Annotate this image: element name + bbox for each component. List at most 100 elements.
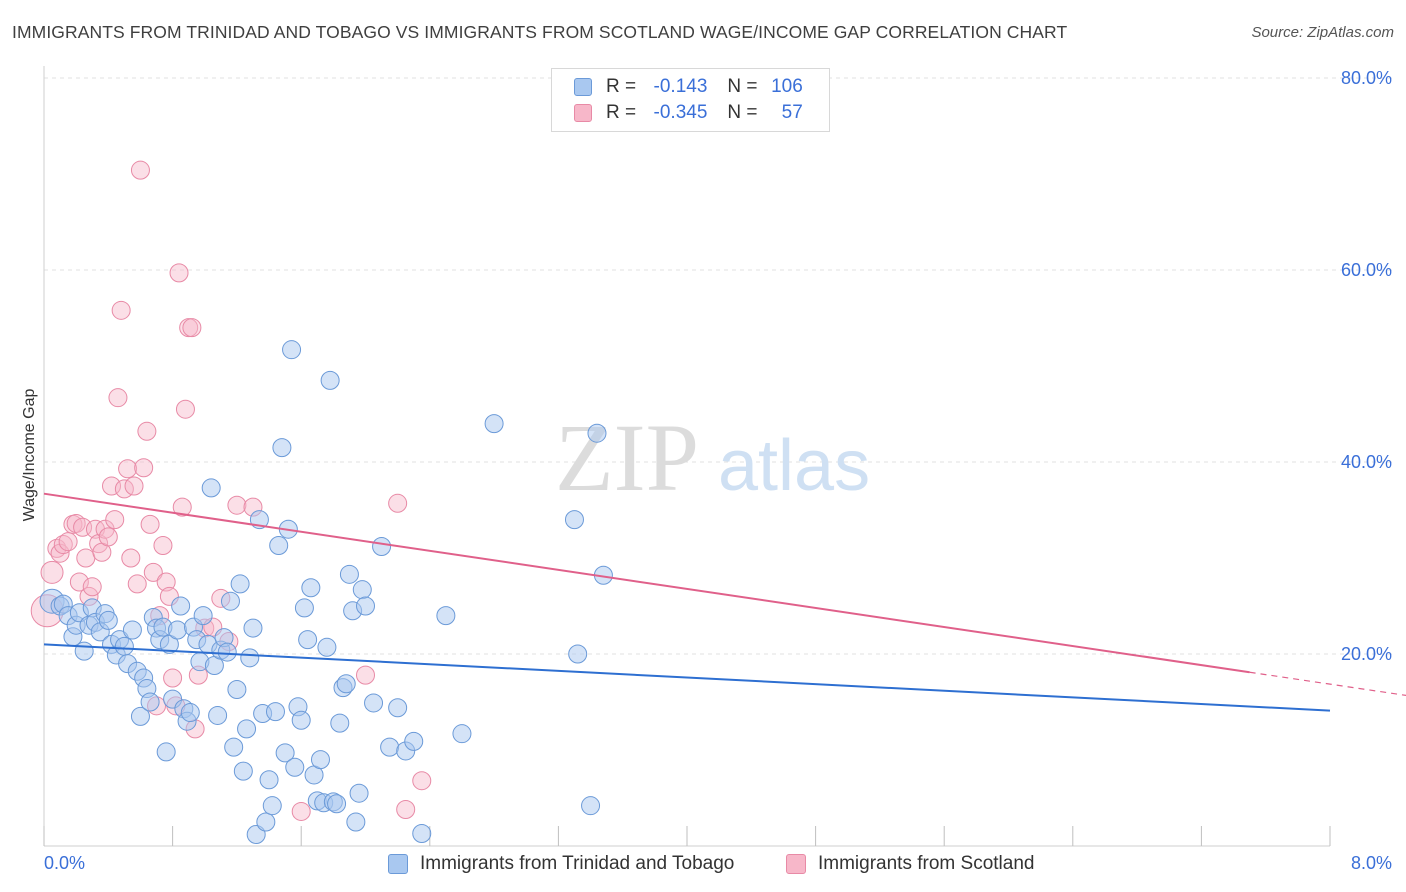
scotland-point bbox=[105, 510, 125, 530]
trinidad-point bbox=[352, 580, 372, 600]
scotland-point bbox=[82, 577, 102, 597]
trinidad-point bbox=[140, 692, 160, 712]
trinidad-points bbox=[39, 340, 613, 844]
legend-r-value: -0.345 bbox=[653, 102, 708, 123]
series-legend-scotland: Immigrants from Scotland bbox=[786, 851, 1034, 877]
scotland-point bbox=[172, 497, 192, 517]
trinidad-point bbox=[587, 423, 607, 443]
legend-n-label: N = bbox=[727, 102, 758, 123]
scotland-point bbox=[140, 514, 160, 534]
legend-n-label: N = bbox=[727, 76, 758, 97]
trinidad-point bbox=[269, 536, 289, 556]
trinidad-point bbox=[259, 770, 279, 790]
x-tick-label: 8.0% bbox=[1351, 853, 1392, 873]
trinidad-point bbox=[130, 706, 150, 726]
trinidad-point bbox=[237, 719, 257, 739]
scotland-trend-extension bbox=[1249, 671, 1406, 697]
legend-n-value: 106 bbox=[771, 76, 803, 97]
trinidad-point bbox=[180, 703, 200, 723]
trinidad-point bbox=[167, 620, 187, 640]
series-label-scotland: Immigrants from Scotland bbox=[818, 853, 1035, 874]
legend-r-label: R = bbox=[606, 76, 637, 97]
x-tick-label: 0.0% bbox=[44, 853, 85, 873]
trinidad-point bbox=[339, 564, 359, 584]
trinidad-point bbox=[224, 737, 244, 757]
trinidad-trend-line bbox=[43, 643, 1331, 712]
trinidad-point bbox=[452, 724, 472, 744]
scotland-point bbox=[153, 536, 173, 556]
legend-row-scotland: R = -0.345 N = 57 bbox=[574, 101, 803, 125]
series-label-trinidad: Immigrants from Trinidad and Tobago bbox=[420, 853, 735, 874]
scotland-point bbox=[169, 263, 189, 283]
trinidad-point bbox=[372, 536, 392, 556]
trinidad-point bbox=[412, 824, 432, 844]
series-legend-trinidad: Immigrants from Trinidad and Tobago bbox=[388, 851, 734, 877]
trend-lines bbox=[43, 492, 1406, 712]
trinidad-point bbox=[436, 606, 456, 626]
series-swatch-pink bbox=[786, 854, 806, 874]
scotland-point bbox=[69, 572, 89, 592]
trinidad-point bbox=[227, 680, 247, 700]
scotland-point bbox=[412, 771, 432, 791]
watermark-atlas: atlas bbox=[718, 426, 870, 506]
trinidad-point bbox=[564, 510, 584, 530]
scotland-point bbox=[124, 476, 144, 496]
trinidad-point bbox=[220, 591, 240, 611]
source-label: Source: ZipAtlas.com bbox=[1251, 24, 1394, 41]
scotland-point bbox=[127, 574, 147, 594]
trinidad-point bbox=[317, 637, 337, 657]
scotland-point bbox=[227, 495, 247, 515]
scotland-point bbox=[130, 160, 150, 180]
trinidad-point bbox=[298, 630, 318, 650]
scotland-point bbox=[291, 801, 311, 821]
y-axis-label: Wage/Income Gap bbox=[21, 389, 38, 522]
trinidad-point bbox=[388, 698, 408, 718]
trinidad-point bbox=[291, 710, 311, 730]
trinidad-point bbox=[301, 578, 321, 598]
series-swatch-blue bbox=[388, 854, 408, 874]
trinidad-point bbox=[364, 693, 384, 713]
trinidad-point bbox=[327, 794, 347, 814]
y-tick-label: 20.0% bbox=[1341, 644, 1392, 664]
trinidad-point bbox=[240, 648, 260, 668]
trinidad-point bbox=[404, 731, 424, 751]
trinidad-point bbox=[208, 705, 228, 725]
scotland-point bbox=[182, 318, 202, 338]
legend-n-value: 57 bbox=[781, 102, 803, 123]
scotland-point bbox=[76, 548, 96, 568]
scotland-trend-line bbox=[43, 492, 1250, 674]
trinidad-point bbox=[349, 783, 369, 803]
trinidad-point bbox=[171, 596, 191, 616]
scotland-point bbox=[156, 572, 176, 592]
trinidad-point bbox=[230, 574, 250, 594]
legend-row-trinidad: R = -0.143 N = 106 bbox=[574, 75, 803, 99]
trinidad-point bbox=[330, 713, 350, 733]
legend-swatch-pink bbox=[574, 104, 592, 122]
trinidad-point bbox=[581, 796, 601, 816]
y-tick-label: 80.0% bbox=[1341, 68, 1392, 88]
trinidad-point bbox=[262, 796, 282, 816]
legend-r-value: -0.143 bbox=[653, 76, 708, 97]
trinidad-point bbox=[294, 598, 314, 618]
trinidad-point bbox=[346, 812, 366, 832]
trinidad-point bbox=[336, 674, 356, 694]
watermark: ZIP atlas bbox=[555, 404, 870, 511]
y-tick-label: 40.0% bbox=[1341, 452, 1392, 472]
scotland-point bbox=[111, 300, 131, 320]
legend-r-label: R = bbox=[606, 102, 637, 123]
tick-labels: 20.0% 40.0% 60.0% 80.0% 0.0% 8.0% bbox=[44, 68, 1392, 873]
trinidad-point bbox=[243, 618, 263, 638]
chart-title: IMMIGRANTS FROM TRINIDAD AND TOBAGO VS I… bbox=[12, 22, 1068, 42]
trinidad-point bbox=[156, 742, 176, 762]
trinidad-point bbox=[568, 644, 588, 664]
scotland-point bbox=[134, 458, 154, 478]
trinidad-point bbox=[256, 812, 276, 832]
watermark-zip: ZIP bbox=[555, 404, 699, 511]
scotland-point bbox=[388, 493, 408, 513]
trinidad-point bbox=[193, 606, 213, 626]
gridlines bbox=[44, 77, 1392, 655]
trinidad-point bbox=[285, 757, 305, 777]
y-tick-label: 60.0% bbox=[1341, 260, 1392, 280]
trinidad-point bbox=[484, 414, 504, 434]
trinidad-point bbox=[159, 634, 179, 654]
